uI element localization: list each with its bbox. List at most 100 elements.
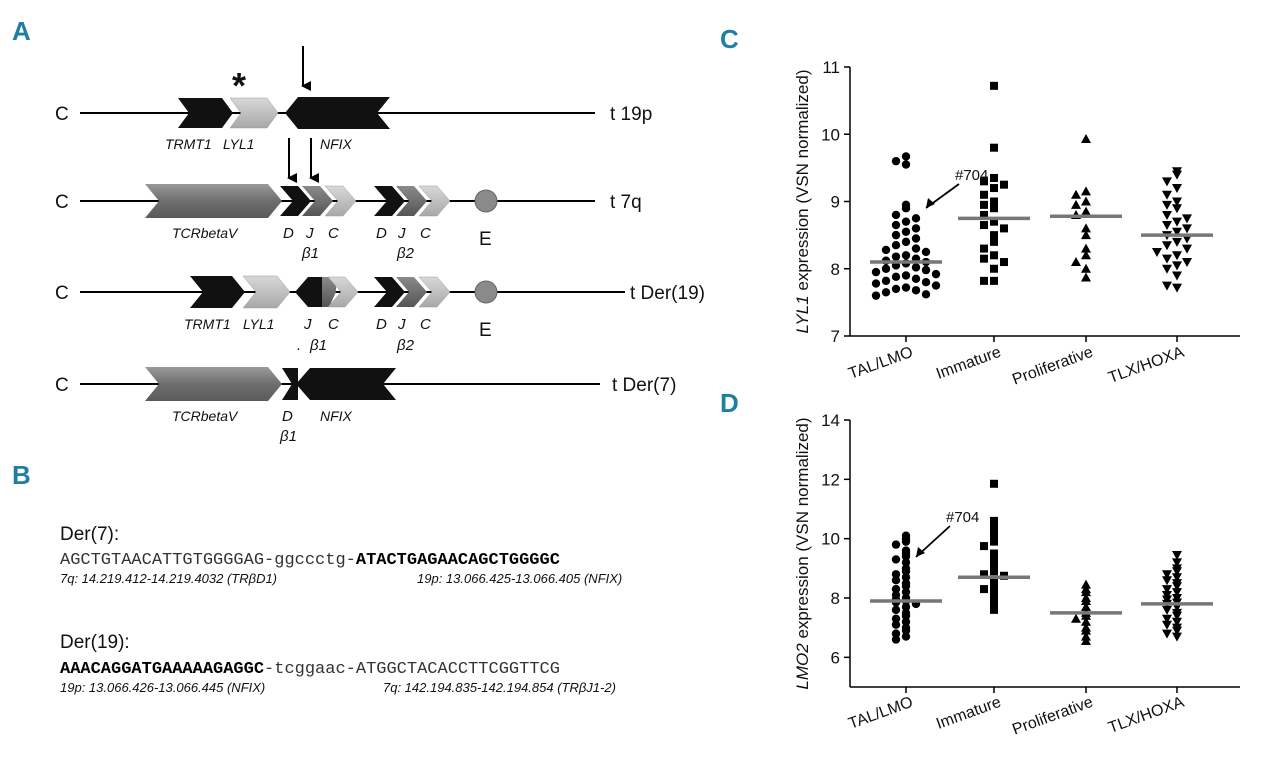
der19-junction-left [295, 277, 322, 307]
der7-seq-part3: ATACTGAGAACAGCTGGGGC [356, 551, 560, 570]
der19-coord-19p: 19p: 13.066.426-13.066.445 (NFIX) [60, 680, 265, 695]
der19-enhancer-circle [474, 280, 498, 304]
row3-right-label: t Der(19) [630, 283, 705, 304]
d-point-tal-lmo-7 [891, 555, 901, 564]
d-point-tal-lmo-8 [901, 558, 911, 567]
c-point-tlx-hoxa-7 [1172, 204, 1182, 214]
der7-tcrbetav-arrow [145, 367, 282, 401]
d-point-tal-lmo-27 [901, 611, 911, 620]
c-point-proliferative-5 [1081, 206, 1091, 216]
c-point-tlx-hoxa-20 [1172, 251, 1182, 261]
c-point-tal-lmo-31 [891, 272, 901, 282]
der7-d-beta1-arrow [282, 368, 298, 400]
d-point-proliferative-2 [1081, 587, 1091, 597]
nfix-arrow [285, 97, 390, 129]
d-point-proliferative-7 [1081, 610, 1091, 620]
c-point-immature-22 [980, 276, 988, 285]
d-point-tal-lmo-11 [891, 570, 901, 579]
c-point-tlx-hoxa-21 [1162, 254, 1172, 264]
c-point-immature-4 [1000, 180, 1008, 189]
trmt1-arrow [178, 98, 233, 128]
der7-sequence: AGCTGTAACATTGTGGGGAG-ggccctg-ATACTGAGAAC… [60, 551, 560, 570]
der19-label-trmt1: TRMT1 [184, 316, 231, 332]
c-point-tal-lmo-5 [891, 210, 901, 220]
d-point-immature-4 [990, 531, 998, 540]
label-j: J [305, 225, 314, 242]
c-point-tal-lmo-11 [891, 230, 901, 240]
panel-b-sequences: Der(7): AGCTGTAACATTGTGGGGAG-ggccctg-ATA… [60, 524, 622, 695]
d-point-tal-lmo-33 [891, 629, 901, 638]
c-ytick-label-7: 7 [831, 327, 840, 346]
c-y-axis-gene: LYL1 [793, 295, 812, 333]
d-point-tlx-hoxa-8 [1172, 582, 1182, 592]
c-point-proliferative-10 [1081, 250, 1091, 260]
d-category-label-immature: Immature [934, 694, 1003, 733]
d-point-tlx-hoxa-9 [1162, 585, 1172, 595]
c-point-tal-lmo-14 [891, 241, 901, 250]
d-point-immature-0 [990, 479, 998, 488]
c-category-label-immature: Immature [934, 344, 1003, 383]
c-point-tal-lmo-40 [881, 288, 891, 297]
d-point-tlx-hoxa-1 [1172, 558, 1182, 568]
d-ytick-label-14: 14 [821, 411, 840, 430]
der7-coord-19p: 19p: 13.066.425-13.066.405 (NFIX) [417, 571, 622, 586]
c-point-tal-lmo-36 [931, 281, 941, 290]
der19-label-j: J [303, 316, 312, 333]
d-point-immature-15 [990, 582, 998, 591]
c-point-immature-16 [980, 244, 988, 253]
c-point-tlx-hoxa-11 [1162, 221, 1172, 231]
c-y-axis-unit: expression (VSN normalized) [793, 70, 812, 296]
c-point-tal-lmo-9 [911, 224, 921, 233]
d-point-immature-9 [990, 561, 998, 570]
c-point-proliferative-11 [1071, 257, 1081, 267]
row4-left-label: C [55, 375, 69, 396]
d-category-label-proliferative: Proliferative [1010, 694, 1095, 739]
c-ytick-label-9: 9 [831, 193, 840, 212]
d-y-axis-gene: LMO2 [793, 643, 812, 690]
d-point-tlx-hoxa-4 [1162, 570, 1172, 580]
d-category-label-tal-lmo: TAL/LMO [846, 694, 915, 733]
d-point-immature-11 [980, 570, 988, 579]
d-point-tal-lmo-28 [891, 614, 901, 623]
d-point-tlx-hoxa-26 [1172, 632, 1182, 642]
d-point-proliferative-5 [1081, 601, 1091, 611]
der7-nfix-arrow [296, 368, 396, 400]
c-point-tal-lmo-7 [901, 217, 911, 226]
d-point-immature-17 [990, 588, 998, 597]
d-point-tlx-hoxa-25 [1162, 629, 1172, 639]
der19-j-beta2-arrow [396, 277, 427, 307]
d-point-tal-lmo-6 [901, 552, 911, 561]
c-point-immature-11 [990, 217, 998, 226]
c-point-tlx-hoxa-25 [1172, 271, 1182, 281]
panel-letter-d: D [720, 388, 739, 418]
der19-label-c: C [328, 316, 339, 333]
c-point-immature-8 [980, 200, 988, 209]
c-point-immature-9 [990, 204, 998, 213]
d-ytick-label-6: 6 [831, 648, 840, 667]
row1-left-label: C [55, 104, 69, 125]
c-point-immature-1 [990, 143, 998, 152]
der7-seq-insert: -ggccctg- [264, 551, 356, 570]
d-point-proliferative-13 [1081, 636, 1091, 646]
d-point-immature-5 [990, 537, 998, 546]
panel-letter-c: C [720, 24, 739, 54]
c-point-immature-0 [990, 81, 998, 90]
der7-label-tcrbetav: TCRbetaV [172, 408, 239, 424]
label-nfix: NFIX [320, 136, 353, 152]
j-beta1-arrow [302, 186, 333, 216]
c-point-tal-lmo-37 [901, 283, 911, 292]
d-point-tal-lmo-25 [891, 605, 901, 615]
c-category-label-tal-lmo: TAL/LMO [846, 344, 915, 383]
d-point-proliferative-4 [1081, 595, 1091, 605]
row2-right-label: t 7q [610, 192, 642, 213]
der19-label-beta1: β1 [309, 337, 327, 354]
c-point-tlx-hoxa-26 [1162, 281, 1172, 291]
c-point-immature-19 [1000, 258, 1008, 267]
d-point-tal-lmo-16 [891, 584, 901, 594]
c-point-tal-lmo-15 [911, 244, 921, 253]
der19-seq-part1: AAACAGGATGAAAAAGAGGC [60, 660, 264, 679]
lmo2-scatter-chart: 6 8 10 12 14 LMO2 expression (VSN normalized)… [793, 411, 1240, 739]
c-point-immature-20 [990, 264, 998, 273]
d-point-tlx-hoxa-3 [1172, 567, 1182, 577]
label-trmt1: TRMT1 [165, 136, 212, 152]
